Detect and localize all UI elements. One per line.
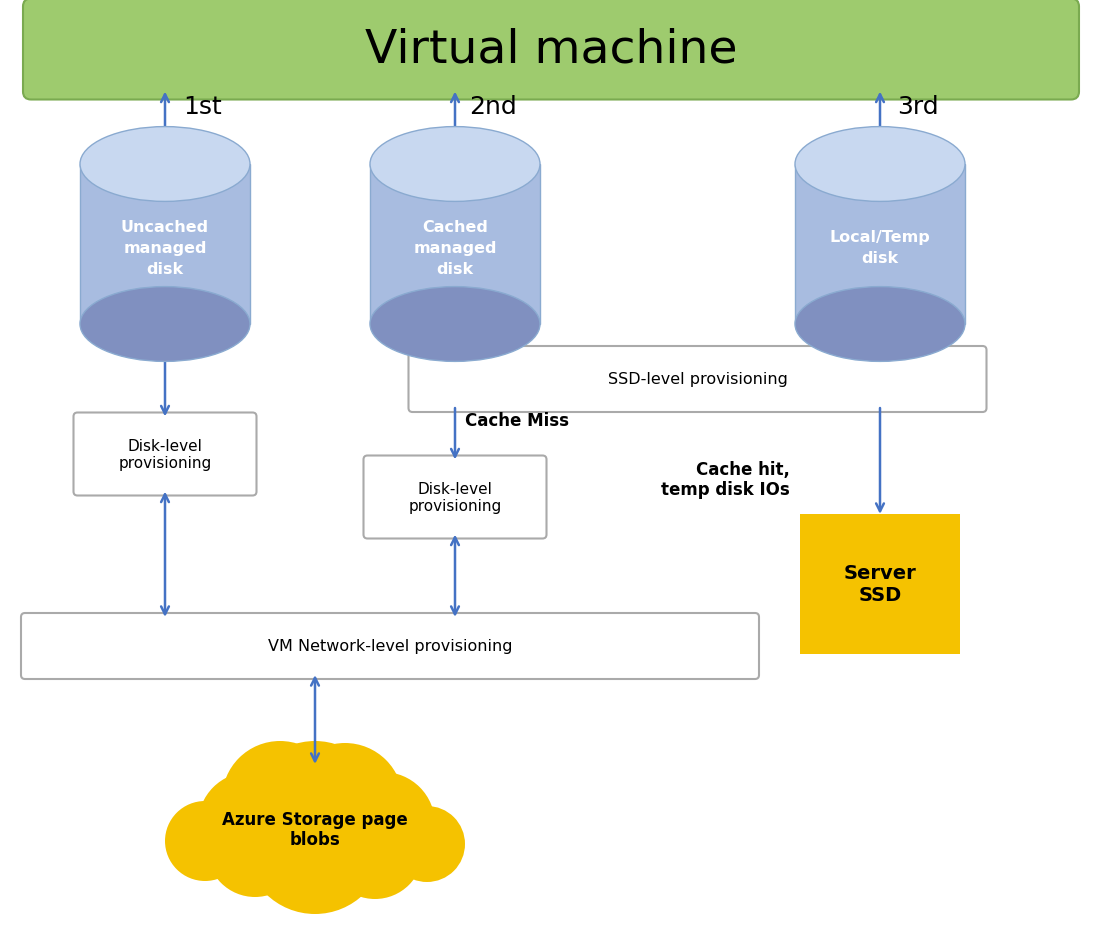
- Circle shape: [389, 806, 465, 882]
- Circle shape: [326, 803, 422, 899]
- Text: Azure Storage page
blobs: Azure Storage page blobs: [222, 810, 408, 849]
- Ellipse shape: [795, 127, 965, 202]
- Ellipse shape: [795, 287, 965, 362]
- FancyBboxPatch shape: [800, 514, 960, 654]
- Text: Disk-level
provisioning: Disk-level provisioning: [408, 481, 502, 514]
- Text: 3rd: 3rd: [897, 95, 939, 119]
- Text: Local/Temp
disk: Local/Temp disk: [829, 230, 930, 266]
- Ellipse shape: [81, 127, 250, 202]
- FancyBboxPatch shape: [21, 614, 759, 680]
- Text: Virtual machine: Virtual machine: [365, 27, 737, 73]
- FancyBboxPatch shape: [408, 346, 986, 413]
- FancyBboxPatch shape: [74, 413, 257, 496]
- Circle shape: [245, 774, 385, 914]
- Polygon shape: [81, 165, 250, 325]
- FancyBboxPatch shape: [364, 456, 546, 539]
- Text: Uncached
managed
disk: Uncached managed disk: [121, 219, 210, 277]
- Ellipse shape: [370, 287, 540, 362]
- Circle shape: [165, 801, 245, 881]
- Ellipse shape: [81, 287, 250, 362]
- Circle shape: [287, 743, 403, 859]
- Text: Cached
managed
disk: Cached managed disk: [414, 219, 496, 277]
- Text: SSD-level provisioning: SSD-level provisioning: [608, 372, 788, 387]
- Circle shape: [247, 741, 383, 877]
- Text: Cache hit,
temp disk IOs: Cache hit, temp disk IOs: [662, 460, 790, 498]
- Circle shape: [331, 772, 435, 876]
- FancyBboxPatch shape: [23, 0, 1079, 100]
- Text: Server
SSD: Server SSD: [844, 564, 917, 605]
- Text: Cache Miss: Cache Miss: [465, 412, 569, 430]
- Text: 2nd: 2nd: [469, 95, 517, 119]
- Polygon shape: [370, 165, 540, 325]
- Ellipse shape: [370, 127, 540, 202]
- Text: VM Network-level provisioning: VM Network-level provisioning: [268, 639, 512, 654]
- Circle shape: [222, 741, 338, 857]
- Circle shape: [199, 772, 302, 876]
- Text: 1st: 1st: [183, 95, 223, 119]
- Text: Disk-level
provisioning: Disk-level provisioning: [118, 438, 212, 471]
- Circle shape: [207, 801, 303, 897]
- Polygon shape: [795, 165, 965, 325]
